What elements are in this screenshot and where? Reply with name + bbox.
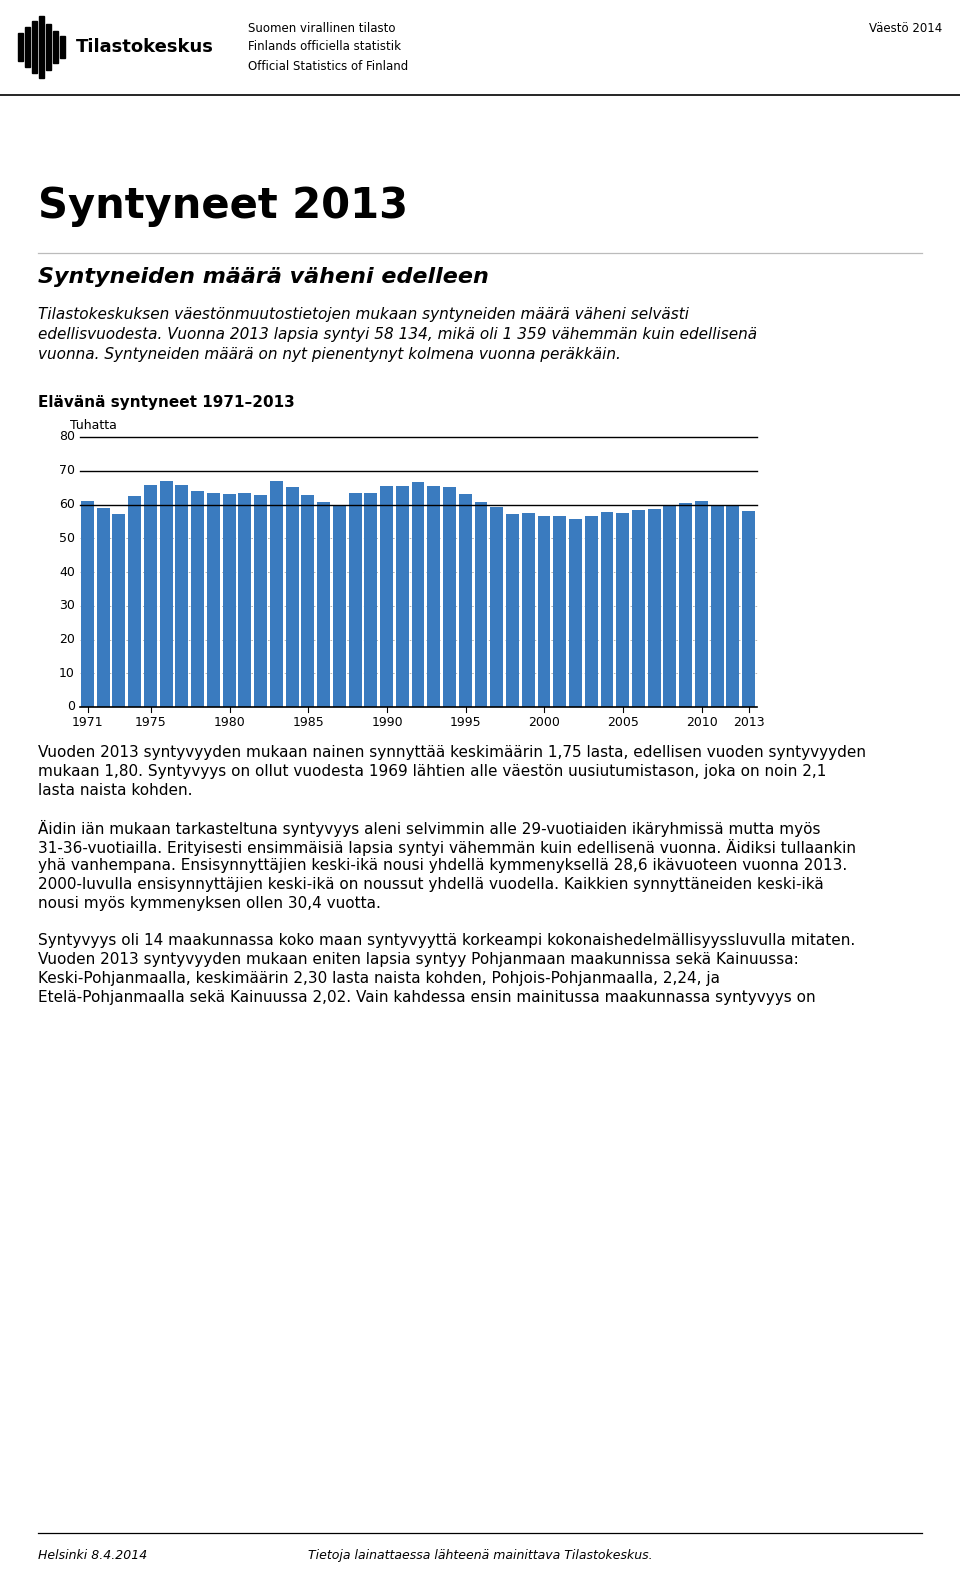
Bar	[380, 487, 393, 707]
Bar	[286, 487, 299, 707]
Bar	[444, 487, 456, 707]
Text: 60: 60	[60, 498, 75, 510]
Bar	[491, 507, 503, 707]
Text: 0: 0	[67, 701, 75, 713]
Bar	[506, 514, 519, 707]
Text: 80: 80	[59, 431, 75, 444]
Bar	[60, 36, 65, 59]
Bar	[742, 510, 756, 707]
Text: Väestö 2014: Väestö 2014	[869, 22, 942, 35]
Text: Keski-Pohjanmaalla, keskimäärin 2,30 lasta naista kohden, Pohjois-Pohjanmaalla, : Keski-Pohjanmaalla, keskimäärin 2,30 las…	[38, 972, 720, 986]
Bar	[632, 509, 645, 707]
Text: Finlands officiella statistik: Finlands officiella statistik	[248, 41, 401, 54]
Text: 2005: 2005	[608, 716, 639, 729]
Bar	[159, 482, 173, 707]
Text: Syntyneiden määrä väheni edelleen: Syntyneiden määrä väheni edelleen	[38, 266, 489, 287]
Text: 70: 70	[59, 464, 75, 477]
Bar	[301, 495, 314, 707]
Text: 1985: 1985	[293, 716, 324, 729]
Text: 20: 20	[60, 632, 75, 647]
Text: lasta naista kohden.: lasta naista kohden.	[38, 783, 193, 797]
Text: Vuoden 2013 syntyvyyden mukaan eniten lapsia syntyy Pohjanmaan maakunnissa sekä : Vuoden 2013 syntyvyyden mukaan eniten la…	[38, 953, 799, 967]
Text: 1990: 1990	[372, 716, 403, 729]
Bar	[459, 495, 471, 707]
Text: mukaan 1,80. Syntyvyys on ollut vuodesta 1969 lähtien alle väestön uusiutumistas: mukaan 1,80. Syntyvyys on ollut vuodesta…	[38, 764, 827, 778]
Bar	[648, 509, 660, 707]
Bar	[317, 502, 330, 707]
Text: 2010: 2010	[686, 716, 718, 729]
Text: 2013: 2013	[733, 716, 765, 729]
Text: Tilastokeskuksen väestönmuutostietojen mukaan syntyneiden määrä väheni selvästi: Tilastokeskuksen väestönmuutostietojen m…	[38, 307, 689, 322]
Text: 10: 10	[60, 667, 75, 680]
Bar	[144, 485, 156, 707]
Bar	[18, 33, 23, 60]
Bar	[727, 506, 739, 707]
Bar	[97, 509, 109, 707]
Bar	[569, 520, 582, 707]
Bar	[365, 493, 377, 707]
Text: Syntyvyys oli 14 maakunnassa koko maan syntyvyyttä korkeampi kokonaishedelmällis: Syntyvyys oli 14 maakunnassa koko maan s…	[38, 934, 855, 948]
Bar	[176, 485, 188, 707]
Bar	[46, 24, 51, 70]
Text: 1971: 1971	[72, 716, 104, 729]
Text: Tuhatta: Tuhatta	[70, 418, 117, 433]
Bar	[695, 501, 708, 707]
Bar	[585, 517, 598, 707]
Bar	[616, 512, 629, 707]
Bar	[112, 514, 126, 707]
Bar	[412, 482, 424, 707]
Text: Official Statistics of Finland: Official Statistics of Finland	[248, 60, 408, 73]
Bar	[238, 493, 252, 707]
Bar	[553, 517, 566, 707]
Bar	[396, 487, 409, 707]
Text: Helsinki 8.4.2014: Helsinki 8.4.2014	[38, 1549, 147, 1561]
Text: 30: 30	[60, 599, 75, 612]
Bar	[39, 16, 44, 78]
Bar	[191, 491, 204, 707]
Text: yhä vanhempana. Ensisynnyttäjien keski-ikä nousi yhdellä kymmenyksellä 28,6 ikäv: yhä vanhempana. Ensisynnyttäjien keski-i…	[38, 857, 848, 873]
Text: Syntyneet 2013: Syntyneet 2013	[38, 185, 408, 227]
Text: 1975: 1975	[135, 716, 167, 729]
Text: Tilastokeskus: Tilastokeskus	[76, 38, 214, 55]
Bar	[348, 493, 362, 707]
Bar	[32, 21, 37, 73]
Text: edellisvuodesta. Vuonna 2013 lapsia syntyi 58 134, mikä oli 1 359 vähemmän kuin : edellisvuodesta. Vuonna 2013 lapsia synt…	[38, 327, 757, 342]
Bar	[333, 506, 346, 707]
Bar	[254, 496, 267, 707]
Bar	[25, 27, 30, 67]
Bar	[663, 506, 677, 707]
Text: 2000: 2000	[529, 716, 561, 729]
Bar	[427, 487, 441, 707]
Bar	[601, 512, 613, 707]
Bar	[223, 495, 235, 707]
Text: Suomen virallinen tilasto: Suomen virallinen tilasto	[248, 22, 396, 35]
Text: 50: 50	[59, 531, 75, 545]
Text: 1980: 1980	[214, 716, 246, 729]
Text: Tietoja lainattaessa lähteenä mainittava Tilastokeskus.: Tietoja lainattaessa lähteenä mainittava…	[308, 1549, 652, 1561]
Bar	[680, 502, 692, 707]
Bar	[710, 506, 724, 707]
Text: 2000-luvulla ensisynnyttäjien keski-ikä on noussut yhdellä vuodella. Kaikkien sy: 2000-luvulla ensisynnyttäjien keski-ikä …	[38, 877, 824, 892]
Bar	[129, 496, 141, 707]
Text: Äidin iän mukaan tarkasteltuna syntyvyys aleni selvimmin alle 29-vuotiaiden ikär: Äidin iän mukaan tarkasteltuna syntyvyys…	[38, 819, 821, 837]
Bar	[522, 512, 535, 707]
Text: Etelä-Pohjanmaalla sekä Kainuussa 2,02. Vain kahdessa ensin mainitussa maakunnas: Etelä-Pohjanmaalla sekä Kainuussa 2,02. …	[38, 991, 816, 1005]
Bar	[53, 32, 58, 63]
Text: 40: 40	[60, 566, 75, 579]
Bar	[538, 515, 550, 707]
Text: nousi myös kymmenyksen ollen 30,4 vuotta.: nousi myös kymmenyksen ollen 30,4 vuotta…	[38, 896, 381, 911]
Text: Vuoden 2013 syntyvyyden mukaan nainen synnyttää keskimäärin 1,75 lasta, edellise: Vuoden 2013 syntyvyyden mukaan nainen sy…	[38, 745, 866, 759]
Bar	[270, 482, 283, 707]
Text: Elävänä syntyneet 1971–2013: Elävänä syntyneet 1971–2013	[38, 395, 295, 411]
Text: 31-36-vuotiailla. Erityisesti ensimmäisiä lapsia syntyi vähemmän kuin edellisenä: 31-36-vuotiailla. Erityisesti ensimmäisi…	[38, 838, 856, 856]
Text: vuonna. Syntyneiden määrä on nyt pienentynyt kolmena vuonna peräkkäin.: vuonna. Syntyneiden määrä on nyt pienent…	[38, 347, 621, 361]
Text: 1995: 1995	[450, 716, 482, 729]
Bar	[474, 502, 488, 707]
Bar	[207, 493, 220, 707]
Bar	[81, 501, 94, 707]
